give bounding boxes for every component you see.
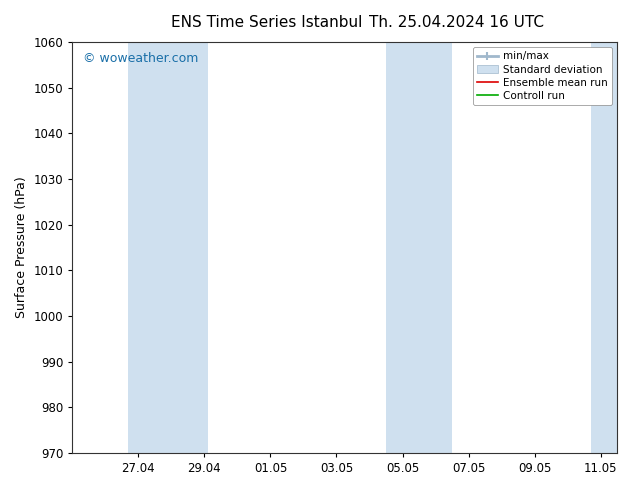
Bar [129,42,208,453]
Y-axis label: Surface Pressure (hPa): Surface Pressure (hPa) [15,176,28,318]
Legend: min/max, Standard deviation, Ensemble mean run, Controll run: min/max, Standard deviation, Ensemble me… [473,47,612,105]
Text: © woweather.com: © woweather.com [83,52,198,65]
Text: ENS Time Series Istanbul: ENS Time Series Istanbul [171,15,362,30]
Text: Th. 25.04.2024 16 UTC: Th. 25.04.2024 16 UTC [369,15,544,30]
Bar [591,42,617,453]
Bar [386,42,452,453]
